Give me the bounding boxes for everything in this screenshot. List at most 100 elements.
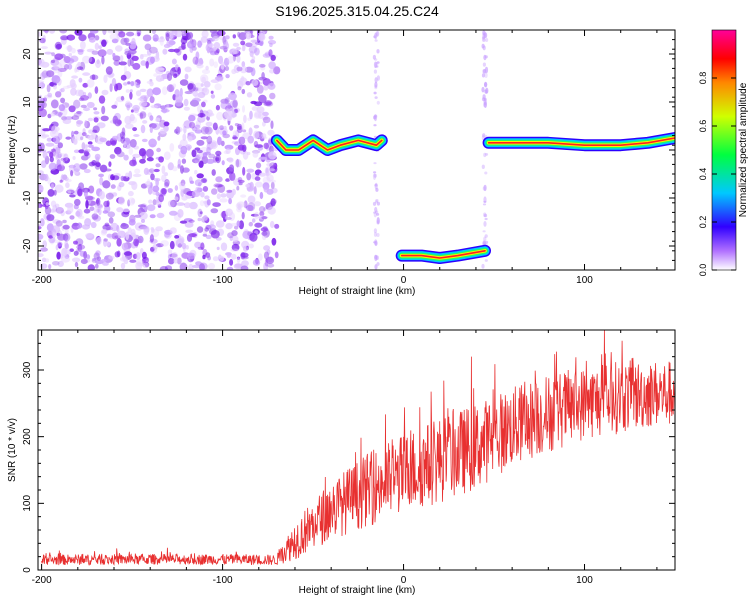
noise-blob [127, 199, 131, 207]
noise-blob [133, 238, 140, 247]
noise-blob [182, 53, 188, 61]
noise-blob [83, 251, 87, 259]
y-tick-label: 300 [22, 361, 33, 378]
noise-blob [119, 55, 124, 62]
noise-blob [80, 40, 86, 50]
noise-blob [219, 125, 225, 131]
noise-blob [80, 104, 88, 108]
noise-blob [220, 101, 229, 110]
noise-blob [254, 47, 260, 56]
noise-blob [232, 136, 239, 140]
noise-blob [132, 62, 141, 70]
snr-panel: -200 -100 0 100 0 100 200 300 Height of straigh… [7, 329, 676, 596]
noise-blob [263, 245, 271, 251]
noise-blob [164, 179, 170, 187]
noise-blob [263, 207, 267, 211]
noise-blob [71, 115, 80, 121]
noise-blob [178, 238, 184, 244]
noise-blob [150, 246, 155, 252]
noise-blob [177, 66, 181, 75]
noise-blob [112, 135, 119, 140]
noise-blob [260, 227, 269, 232]
noise-blob [207, 113, 211, 118]
noise-blob [240, 265, 249, 270]
streak-blob [483, 98, 487, 106]
noise-blob [207, 255, 212, 261]
noise-blob [105, 241, 111, 247]
noise-blob [232, 235, 239, 243]
noise-blob [228, 198, 233, 205]
noise-blob [77, 215, 85, 220]
noise-blob [55, 91, 62, 98]
noise-blob [242, 105, 245, 113]
noise-blob [216, 30, 226, 36]
noise-blob [128, 170, 133, 180]
noise-blob [38, 31, 42, 37]
noise-blob [268, 49, 273, 57]
noise-blob [125, 100, 131, 106]
streak-blob [483, 68, 487, 74]
noise-blob [139, 212, 148, 220]
noise-blob [183, 202, 191, 209]
noise-blob [194, 179, 203, 187]
noise-blob [161, 165, 166, 175]
noise-blob [222, 130, 227, 136]
noise-blob [188, 114, 196, 122]
noise-blob [124, 115, 132, 125]
noise-blob [70, 47, 76, 54]
noise-blob [157, 204, 162, 208]
streak-blob [374, 77, 378, 83]
noise-blob [101, 39, 107, 47]
streak-blob [373, 211, 377, 214]
noise-blob [69, 248, 74, 252]
noise-blob [187, 83, 194, 90]
noise-blob [124, 50, 132, 56]
noise-blob [60, 87, 65, 93]
noise-blob [226, 189, 233, 193]
noise-blob [237, 86, 242, 91]
noise-blob [258, 33, 266, 42]
noise-blob [149, 126, 153, 133]
noise-blob [120, 175, 125, 182]
streak-blob [483, 236, 487, 242]
noise-blob [178, 45, 187, 51]
spectrogram-ylabel: Frequency (Hz) [7, 116, 18, 185]
noise-blob [247, 135, 254, 144]
noise-blob [225, 74, 230, 79]
noise-blob [103, 200, 110, 208]
noise-blob [250, 100, 257, 105]
streak-blob [373, 162, 377, 165]
noise-blob [86, 78, 95, 88]
x-tick-label: -200 [32, 575, 52, 586]
streak-blob [376, 220, 380, 225]
noise-blob [120, 262, 126, 270]
noise-blob [73, 163, 81, 172]
noise-blob [259, 39, 264, 47]
noise-blob [139, 88, 147, 93]
noise-blob [98, 208, 102, 216]
noise-blob [62, 219, 67, 224]
noise-blob [157, 135, 161, 141]
noise-blob [210, 94, 216, 99]
noise-blob [95, 263, 99, 269]
noise-blob [242, 230, 252, 239]
noise-blob [93, 107, 98, 111]
streak-blob [484, 82, 488, 88]
noise-blob [234, 123, 239, 127]
streak-blob [376, 201, 380, 206]
noise-blob [41, 257, 47, 263]
streak-blob [376, 233, 380, 237]
noise-blob [125, 102, 133, 108]
noise-blob [169, 240, 175, 250]
noise-blob [85, 232, 94, 239]
noise-blob [259, 172, 267, 177]
noise-blob [112, 175, 120, 181]
noise-blob [201, 101, 206, 108]
noise-blob [263, 142, 270, 149]
noise-blob [92, 125, 100, 134]
noise-blob [179, 182, 186, 192]
noise-blob [106, 48, 114, 55]
streak-blob [372, 54, 376, 60]
noise-blob [200, 83, 204, 87]
noise-blob [129, 259, 137, 263]
